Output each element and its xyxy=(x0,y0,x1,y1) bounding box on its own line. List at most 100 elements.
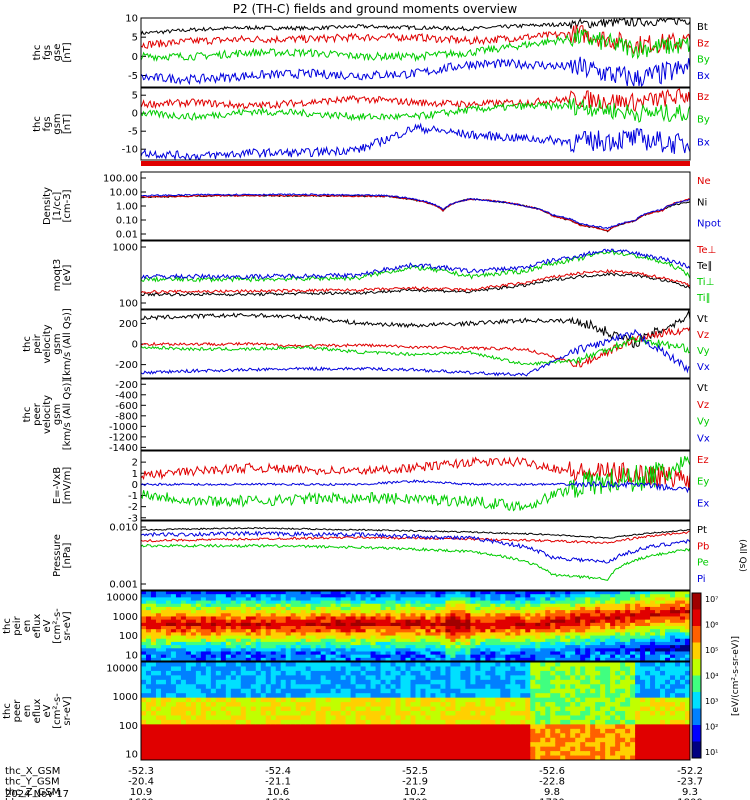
spectrogram-cell xyxy=(415,619,421,624)
spectrogram-cell xyxy=(300,629,307,633)
spectrogram-cell xyxy=(400,635,407,640)
spectrogram-cell xyxy=(260,648,267,652)
spectrogram-cell xyxy=(350,711,357,716)
spectrogram-cell xyxy=(600,597,606,602)
spectrogram-cell xyxy=(580,724,586,730)
spectrogram-cell xyxy=(235,742,242,748)
spectrogram-cell xyxy=(670,626,676,630)
spectrogram-cell xyxy=(190,755,197,761)
spectrogram-cell xyxy=(310,648,317,652)
spectrogram-cell xyxy=(375,594,382,598)
spectrogram-cell xyxy=(365,610,372,614)
spectrogram-cell xyxy=(625,591,631,595)
spectrogram-cell xyxy=(170,733,177,739)
spectrogram-cell xyxy=(210,711,217,716)
spectrogram-cell xyxy=(615,706,621,712)
spectrogram-cell xyxy=(460,670,466,676)
spectrogram-cell xyxy=(275,648,282,652)
spectrogram-cell xyxy=(575,626,581,630)
spectrogram-cell xyxy=(510,719,516,725)
spectrogram-cell xyxy=(680,715,686,721)
spectrogram-cell xyxy=(470,610,476,614)
spectrogram-cell xyxy=(270,666,277,672)
spectrogram-cell xyxy=(655,622,661,627)
spectrogram-cell xyxy=(240,657,247,662)
spectrogram-cell xyxy=(500,619,506,624)
spectrogram-cell xyxy=(195,755,202,761)
spectrogram-cell xyxy=(430,666,436,672)
spectrogram-cell xyxy=(475,728,481,734)
spectrogram-cell xyxy=(380,751,387,757)
spectrogram-cell xyxy=(680,675,686,681)
spectrogram-cell xyxy=(485,645,491,649)
spectrogram-cell xyxy=(145,666,152,672)
spectrogram-cell xyxy=(665,594,671,598)
spectrogram-cell xyxy=(145,622,152,627)
spectrogram-cell xyxy=(530,629,536,633)
spectrogram-cell xyxy=(475,693,481,699)
spectrogram-cell xyxy=(275,711,282,716)
spectrogram-cell xyxy=(230,711,237,716)
spectrogram-cell xyxy=(430,679,436,685)
spectrogram-cell xyxy=(455,654,461,659)
spectrogram-cell xyxy=(625,597,631,602)
spectrogram-cell xyxy=(150,662,157,667)
spectrogram-cell xyxy=(325,651,332,656)
spectrogram-cell xyxy=(500,693,506,699)
spectrogram-cell xyxy=(185,702,192,708)
efield-tick-label: -2 xyxy=(128,502,138,513)
spectrogram-cell xyxy=(330,600,337,605)
spectrogram-cell xyxy=(295,724,302,730)
spectrogram-cell xyxy=(525,626,531,630)
spectrogram-cell xyxy=(555,622,561,627)
spectrogram-cell xyxy=(515,737,521,743)
spectrogram-cell xyxy=(165,638,172,643)
spectrogram-cell xyxy=(475,638,481,643)
spectrogram-cell xyxy=(430,688,436,694)
spectrogram-cell xyxy=(455,697,461,703)
spectrogram-cell xyxy=(365,711,372,716)
spectrogram-cell xyxy=(535,651,541,656)
spectrogram-cell xyxy=(185,733,192,739)
spectrogram-cell xyxy=(605,648,611,652)
spectrogram-cell xyxy=(400,702,407,708)
spectrogram-cell xyxy=(305,622,312,627)
spectrogram-cell xyxy=(670,733,676,739)
spectrogram-cell xyxy=(365,619,372,624)
spectrogram-cell xyxy=(395,702,402,708)
spectrogram-cell xyxy=(545,603,551,608)
spectrogram-cell xyxy=(525,755,531,761)
spectrogram-cell xyxy=(505,613,511,617)
spectrogram-cell xyxy=(415,657,421,662)
spectrogram-cell xyxy=(260,684,267,690)
spectrogram-cell xyxy=(525,648,531,652)
spectrogram-cell xyxy=(255,724,262,730)
spectrogram-cell xyxy=(530,651,536,656)
spectrogram-cell xyxy=(545,684,551,690)
spectrogram-cell xyxy=(141,648,147,652)
spectrogram-cell xyxy=(530,675,536,681)
spectrogram-cell xyxy=(470,600,476,605)
spectrogram-cell xyxy=(445,645,451,649)
spectrogram-cell xyxy=(365,613,372,617)
spectrogram-cell xyxy=(635,670,641,676)
spectrogram-cell xyxy=(380,626,387,630)
spectrogram-cell xyxy=(465,675,471,681)
spectrogram-cell xyxy=(430,626,436,630)
spectrogram-cell xyxy=(535,662,541,667)
spectrogram-cell xyxy=(350,632,357,637)
spectrogram-cell xyxy=(535,597,541,602)
spectrogram-cell xyxy=(635,724,641,730)
spectrogram-cell xyxy=(670,657,676,662)
spectrogram-cell xyxy=(425,616,431,621)
spectrogram-cell xyxy=(150,719,157,725)
spectrogram-cell xyxy=(665,657,671,662)
spectrogram-cell xyxy=(195,679,202,685)
spectrogram-cell xyxy=(460,711,466,716)
spectrogram-cell xyxy=(535,594,541,598)
spectrogram-cell xyxy=(145,715,152,721)
spectrogram-cell xyxy=(675,746,681,752)
spectrogram-cell xyxy=(530,610,536,614)
spectrogram-cell xyxy=(410,715,416,721)
spectrogram-cell xyxy=(210,613,217,617)
